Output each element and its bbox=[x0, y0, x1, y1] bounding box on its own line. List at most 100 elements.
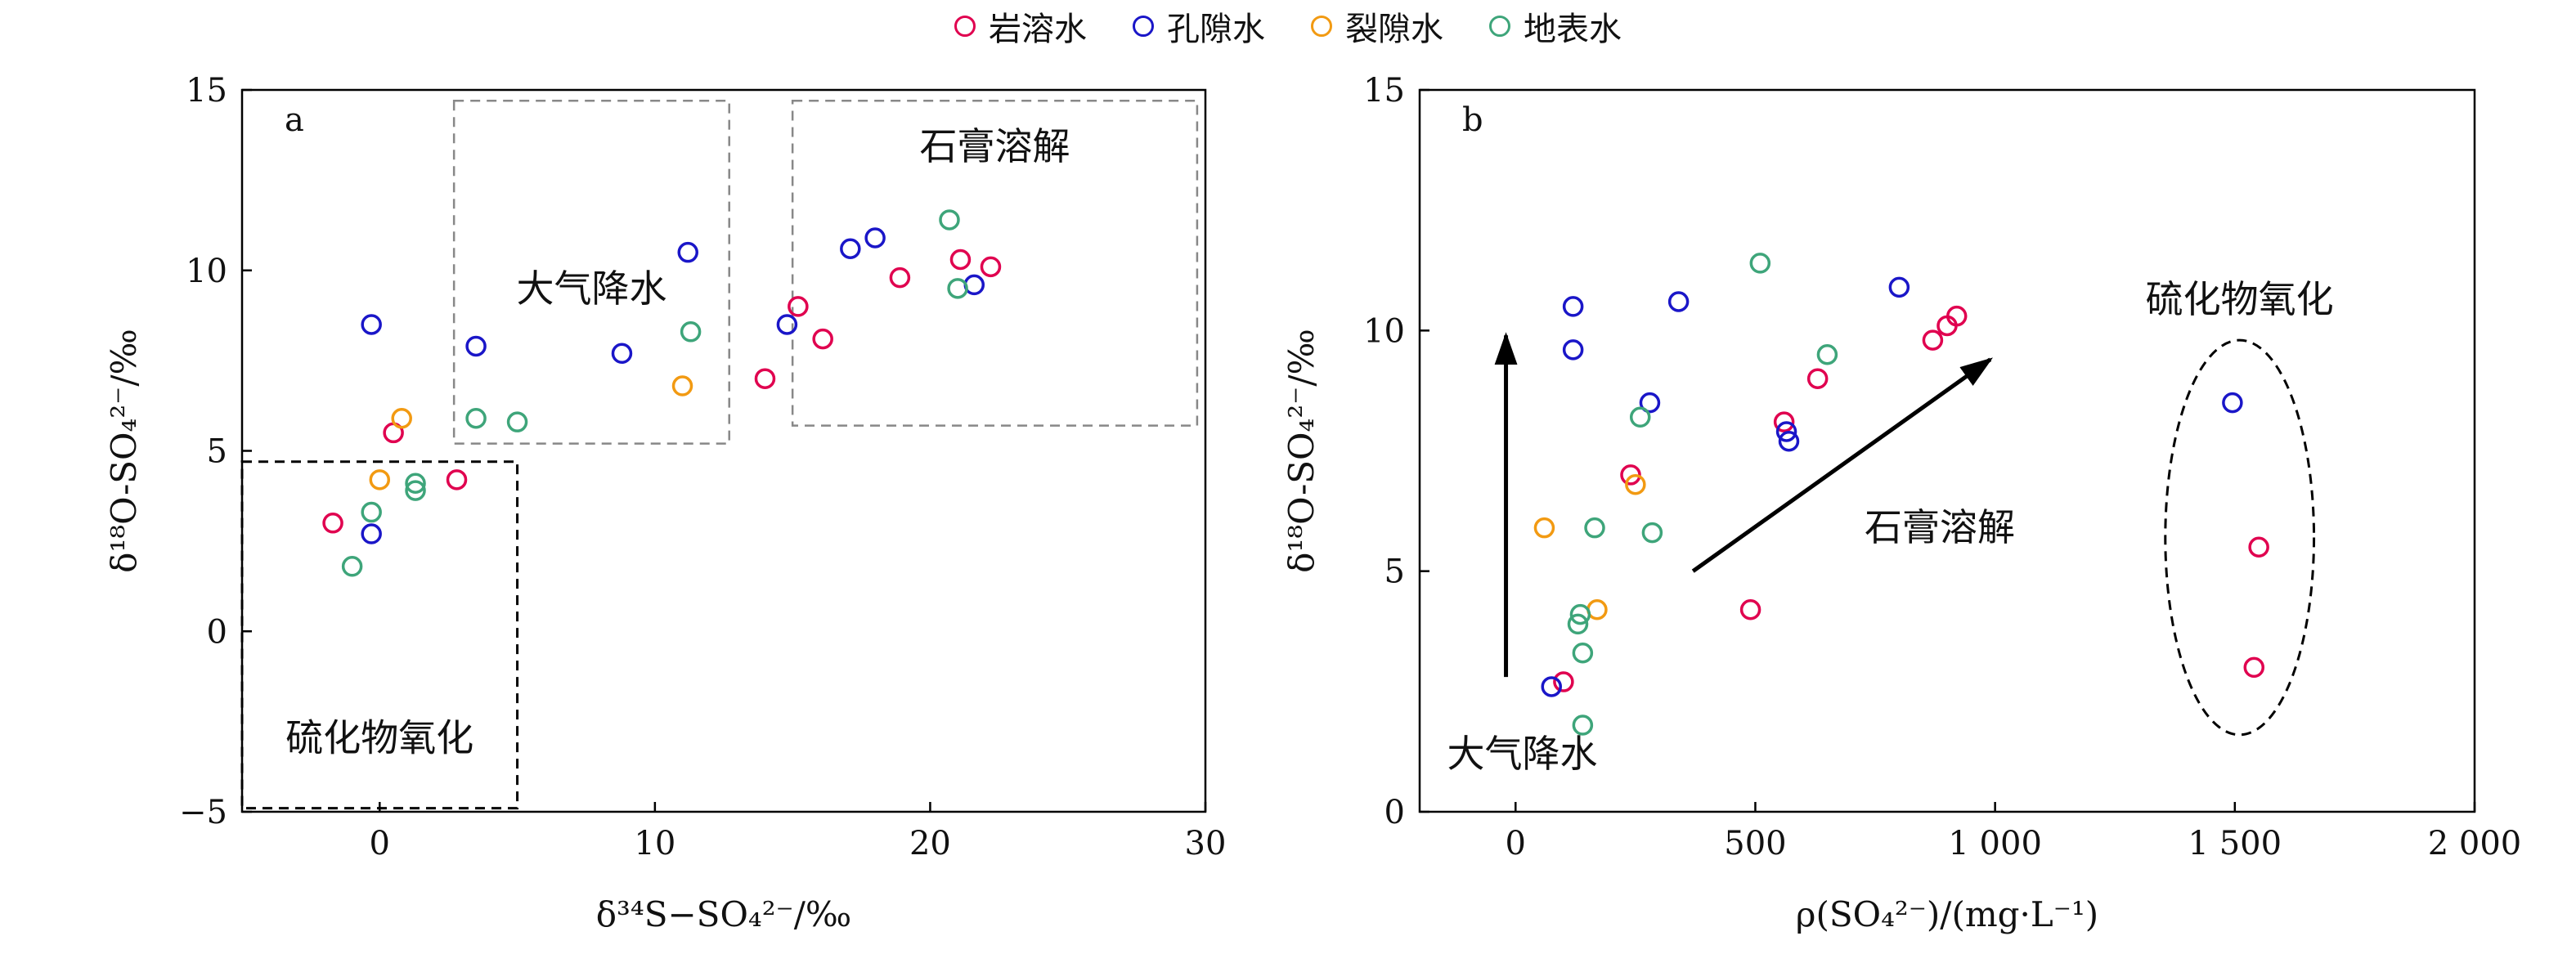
data-point bbox=[1816, 344, 1838, 365]
data-point bbox=[361, 523, 382, 544]
y-tick-label: 0 bbox=[1384, 794, 1405, 831]
data-point bbox=[1553, 671, 1574, 692]
data-point bbox=[939, 209, 960, 231]
y-tick-label: 15 bbox=[1363, 72, 1405, 110]
data-point bbox=[1562, 296, 1584, 317]
region-box bbox=[791, 99, 1199, 427]
legend-label: 地表水 bbox=[1524, 11, 1622, 48]
x-axis-label: δ³⁴S−SO₄²⁻/‰ bbox=[596, 894, 851, 934]
data-point bbox=[1572, 642, 1594, 664]
x-tick-label: 30 bbox=[1185, 825, 1227, 862]
data-point bbox=[1641, 522, 1663, 544]
y-tick-label: −5 bbox=[179, 794, 227, 831]
data-point bbox=[341, 556, 363, 577]
data-point bbox=[391, 408, 412, 429]
x-tick-label: 1 000 bbox=[1948, 825, 2042, 862]
y-tick-label: 0 bbox=[207, 613, 227, 651]
annotation-label: 大气降水 bbox=[1447, 732, 1598, 776]
y-tick-label: 5 bbox=[1384, 553, 1405, 591]
legend-marker-icon bbox=[1489, 16, 1510, 37]
data-point bbox=[840, 238, 861, 260]
plot-frame bbox=[1418, 88, 2476, 813]
legend-marker-icon bbox=[954, 16, 976, 37]
data-point bbox=[1775, 421, 1797, 442]
data-point bbox=[1773, 411, 1795, 432]
legend-label: 裂隙水 bbox=[1345, 11, 1443, 48]
data-point bbox=[1806, 368, 1829, 389]
data-point bbox=[1629, 406, 1651, 428]
annotation-label: 石膏溶解 bbox=[1865, 505, 2015, 549]
data-point bbox=[980, 256, 1002, 278]
data-point bbox=[776, 314, 798, 335]
data-point bbox=[949, 249, 972, 271]
data-point bbox=[680, 321, 702, 343]
legend-label: 孔隙水 bbox=[1167, 11, 1265, 48]
y-tick-label: 5 bbox=[207, 433, 227, 471]
y-axis-label: δ¹⁸O-SO₄²⁻/‰ bbox=[104, 329, 144, 573]
data-point bbox=[754, 368, 776, 389]
data-point bbox=[1667, 291, 1690, 312]
legend-item: 岩溶水 bbox=[954, 2, 1087, 50]
data-point bbox=[405, 480, 426, 501]
y-tick-label: 10 bbox=[186, 253, 227, 290]
legend: 岩溶水 孔隙水 裂隙水 地表水 bbox=[0, 3, 2576, 49]
data-point bbox=[465, 335, 487, 357]
data-point bbox=[2222, 392, 2243, 414]
data-point bbox=[361, 314, 382, 335]
legend-label: 岩溶水 bbox=[989, 11, 1087, 48]
x-tick-label: 10 bbox=[634, 825, 675, 862]
annotation-ellipse bbox=[2164, 338, 2316, 737]
data-point bbox=[2243, 656, 2265, 679]
data-point bbox=[812, 328, 833, 350]
data-point bbox=[369, 469, 391, 490]
data-point bbox=[1541, 676, 1562, 697]
data-point bbox=[1749, 253, 1771, 274]
data-point bbox=[1584, 517, 1605, 539]
data-point bbox=[671, 375, 693, 396]
data-point bbox=[1945, 305, 1968, 327]
x-axis-label: ρ(SO₄²⁻)/(mg·L⁻¹) bbox=[1796, 894, 2098, 934]
x-tick-label: 20 bbox=[909, 825, 951, 862]
data-point bbox=[1620, 464, 1641, 486]
data-point bbox=[864, 227, 886, 249]
data-point bbox=[1586, 599, 1608, 620]
legend-marker-icon bbox=[1133, 16, 1154, 37]
data-point bbox=[1739, 599, 1761, 620]
data-point bbox=[788, 296, 809, 317]
region-label: 硫化物氧化 bbox=[285, 716, 473, 760]
data-point bbox=[1572, 714, 1594, 736]
data-point bbox=[405, 473, 426, 494]
data-point bbox=[1569, 603, 1591, 625]
data-point bbox=[2248, 536, 2269, 558]
y-tick-label: 15 bbox=[186, 72, 227, 110]
data-point bbox=[322, 513, 343, 534]
x-tick-label: 500 bbox=[1724, 825, 1786, 862]
region-box bbox=[240, 460, 519, 810]
data-point bbox=[963, 274, 985, 296]
data-point bbox=[1778, 430, 1800, 452]
y-tick-label: 10 bbox=[1363, 312, 1405, 350]
legend-item: 地表水 bbox=[1489, 2, 1622, 50]
data-point bbox=[677, 241, 698, 263]
plot-frame bbox=[240, 88, 1207, 813]
data-point bbox=[1567, 613, 1589, 635]
data-point bbox=[947, 278, 968, 299]
legend-item: 裂隙水 bbox=[1311, 2, 1443, 50]
legend-marker-icon bbox=[1311, 16, 1332, 37]
x-tick-label: 2 000 bbox=[2428, 825, 2522, 862]
chart-panel-a: 0 10 20 30 −5 0 5 10 15 δ³⁴S−SO₄²⁻/‰ δ¹⁸O-SO₄²⁻/‰ a… bbox=[104, 72, 1226, 934]
data-point bbox=[1533, 517, 1555, 539]
region-label: 大气降水 bbox=[516, 267, 666, 311]
data-point bbox=[506, 411, 528, 432]
data-point bbox=[1922, 329, 1944, 351]
chart-panel-b: 0 500 1 000 1 500 2 000 0 5 10 15 ρ(SO₄²⁻)/(mg·L⁻… bbox=[1281, 72, 2521, 934]
annotation-arrow bbox=[1691, 357, 1994, 573]
x-tick-label: 0 bbox=[370, 825, 390, 862]
x-tick-label: 0 bbox=[1506, 825, 1526, 862]
region-box bbox=[452, 99, 730, 445]
data-point bbox=[1562, 339, 1584, 361]
x-tick-label: 1 500 bbox=[2188, 825, 2282, 862]
data-point bbox=[1639, 392, 1661, 414]
data-point bbox=[889, 267, 911, 289]
